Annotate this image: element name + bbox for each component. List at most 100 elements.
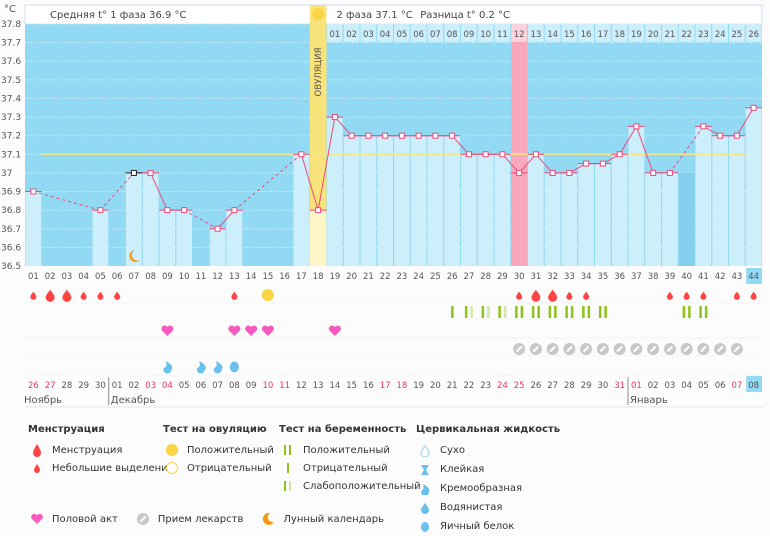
pregnancy-test-line-icon xyxy=(582,306,585,318)
legend-other: Половой акт Прием лекарств Лунный календ… xyxy=(28,510,384,528)
y-tick-label: 37.4 xyxy=(1,94,21,104)
cycle-day-label: 44 xyxy=(748,272,759,282)
phase2-day-label: 24 xyxy=(715,30,726,40)
cycle-day-label: 08 xyxy=(145,272,156,282)
temperature-line-segment xyxy=(619,126,637,155)
legend-title: Тест на беременность xyxy=(279,424,407,435)
legend-item: Положительный xyxy=(303,444,390,456)
phase2-day-cell xyxy=(611,24,628,42)
calendar-date: 05 xyxy=(698,381,709,391)
legend-menstruation: Менструация Менструация Небольшие выделе… xyxy=(28,424,174,477)
y-tick-label: 36.6 xyxy=(1,243,21,253)
phase2-day-cell xyxy=(662,24,678,42)
pregnancy-test-line-icon xyxy=(531,306,535,318)
phase2-day-cell xyxy=(544,24,561,42)
calendar-date: 20 xyxy=(430,381,441,391)
temperature-bar xyxy=(611,154,628,266)
cycle-day-label: 23 xyxy=(396,272,407,282)
calendar-date: 29 xyxy=(581,381,592,391)
pill-icon-mark xyxy=(666,345,674,353)
cycle-day-label: 11 xyxy=(195,272,206,282)
phase2-day-cell xyxy=(444,24,460,42)
cycle-day-label: 02 xyxy=(45,272,56,282)
pregnancy-test-negative-icon xyxy=(451,306,454,318)
temperature-point xyxy=(315,207,322,214)
temperature-bar xyxy=(427,135,444,266)
pregnancy-test-line-icon xyxy=(565,306,568,318)
y-tick-label: 36.8 xyxy=(1,206,21,216)
cycle-day-label: 14 xyxy=(246,272,257,282)
temperature-line-segment xyxy=(317,116,336,211)
phase2-day-cell xyxy=(729,24,745,42)
egg-white-icon xyxy=(416,521,434,533)
phase2-day-label: 04 xyxy=(380,30,391,40)
negative-circle-icon xyxy=(163,461,181,475)
phase2-day-label: 05 xyxy=(396,30,407,40)
pill-icon-mark xyxy=(649,345,657,353)
calendar-date: 28 xyxy=(564,381,575,391)
temperature-line-segment xyxy=(518,153,537,174)
small-drop-icon xyxy=(30,291,37,300)
y-tick-label: 37.3 xyxy=(1,113,21,123)
calendar-date: 04 xyxy=(681,381,692,391)
calendar-date: 02 xyxy=(648,381,659,391)
phase2-day-cell xyxy=(477,24,494,42)
cycle-day-label: 43 xyxy=(731,272,742,282)
creamy-icon xyxy=(196,361,206,374)
cycle-day-label: 09 xyxy=(162,272,173,282)
calendar-date: 03 xyxy=(145,381,156,391)
small-drop-icon xyxy=(583,291,590,300)
phase2-day-label: 09 xyxy=(463,30,474,40)
phase2-day-label: 14 xyxy=(547,30,558,40)
temperature-point xyxy=(398,132,405,139)
cycle-day-label: 27 xyxy=(463,272,474,282)
phase2-day-cell xyxy=(628,24,645,42)
calendar-date: 30 xyxy=(597,381,608,391)
heart-icon xyxy=(28,513,46,525)
calendar-date: 15 xyxy=(346,381,357,391)
pregnancy-test-positive-icon xyxy=(688,306,691,318)
sun-icon xyxy=(312,8,325,20)
cycle-day-label: 18 xyxy=(313,272,324,282)
blood-drop-icon xyxy=(28,443,46,457)
temperature-point xyxy=(499,151,506,158)
pregnancy-test-line-icon xyxy=(515,306,518,318)
temperature-point xyxy=(164,207,171,214)
temperature-bar xyxy=(377,135,393,266)
phase2-day-label: 17 xyxy=(597,30,608,40)
temperature-line-segment xyxy=(183,209,218,230)
cycle-day-label: 15 xyxy=(262,272,273,282)
unit-label: °C xyxy=(4,4,16,15)
temperature-point xyxy=(532,151,539,158)
phase2-day-cell xyxy=(645,24,661,42)
temperature-bar xyxy=(511,172,527,266)
temperature-bar xyxy=(159,210,176,266)
temperature-point xyxy=(382,132,389,139)
phase2-day-cell xyxy=(695,24,712,42)
cycle-day-label: 26 xyxy=(447,272,458,282)
temperature-bar xyxy=(444,135,460,266)
phase2-average: 2 фаза 37.1 °C xyxy=(337,10,413,21)
cycle-day-label: 29 xyxy=(497,272,508,282)
calendar-date: 26 xyxy=(530,381,541,391)
small-drop-icon xyxy=(80,291,87,300)
temperature-bar xyxy=(461,154,477,266)
phase2-day-label: 15 xyxy=(564,30,575,40)
small-drop-icon xyxy=(733,291,740,300)
temperature-line-segment xyxy=(451,135,470,155)
phase2-day-cell xyxy=(595,24,611,42)
pill-icon-mark xyxy=(716,345,724,353)
legend-title: Менструация xyxy=(28,424,105,435)
temperature-point xyxy=(666,169,673,176)
phase2-day-label: 10 xyxy=(480,30,491,40)
temperature-difference: Разница t° 0.2 °C xyxy=(420,10,510,21)
temperature-point xyxy=(415,132,422,139)
phase2-day-cell xyxy=(528,24,544,42)
cycle-day-label: 20 xyxy=(346,272,357,282)
y-tick-label: 37.6 xyxy=(1,57,21,67)
temperature-point xyxy=(566,169,573,176)
temperature-line-segment xyxy=(535,153,553,174)
cycle-day-label: 13 xyxy=(229,272,240,282)
single-line-icon xyxy=(279,462,297,474)
temperature-line-segment xyxy=(217,209,235,230)
